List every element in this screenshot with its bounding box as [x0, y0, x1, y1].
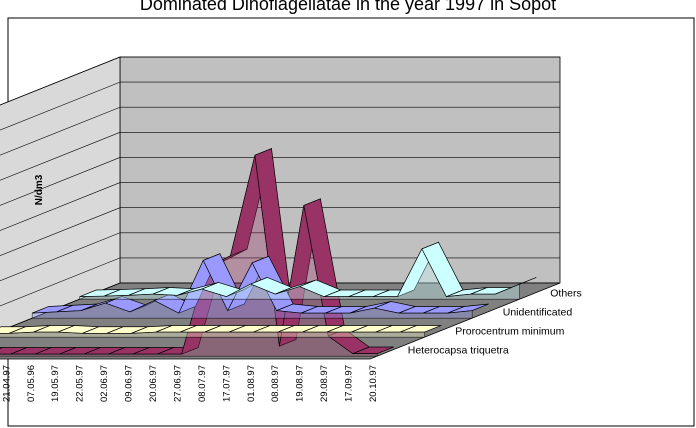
x-tick-label: 17.07.97: [221, 365, 232, 402]
gridline-side: [0, 232, 121, 282]
x-tick-label: 17.09.97: [344, 365, 355, 402]
x-tick-label: 19.05.97: [50, 365, 61, 402]
x-tick-label: 19.08.97: [295, 365, 306, 402]
series-curtain: [0, 331, 425, 338]
x-tick-label: 09.06.97: [124, 365, 135, 402]
gridline-side: [0, 207, 121, 256]
series-curtain: [79, 248, 520, 300]
x-tick-label: 01.08.97: [246, 365, 257, 402]
back-wall: [119, 56, 561, 284]
x-tick-label: 07.05.96: [26, 365, 37, 402]
y-axis-title: N/dm3: [34, 174, 45, 205]
x-tick-label: 27.06.97: [172, 365, 183, 402]
chart-title: Dominated Dinoflagellatae in the year 19…: [139, 0, 557, 14]
series-label: Others: [550, 288, 582, 300]
x-tick-label: 20.06.97: [148, 365, 159, 402]
gridline-side: [0, 157, 121, 206]
series-label: Heterocapsa triquetra: [408, 345, 509, 357]
x-tick-label: 02.06.97: [99, 365, 110, 402]
x-tick-label: 21.04.97: [1, 365, 12, 402]
gridline-side: [0, 81, 121, 131]
gridline-side: [0, 182, 121, 231]
x-tick-label: 22.05.97: [75, 365, 86, 402]
gridline-side: [0, 257, 121, 307]
x-tick-label: 08.07.97: [197, 365, 208, 402]
x-tick-label: 29.08.97: [319, 365, 330, 402]
gridline-side: [0, 106, 121, 156]
series-label: Unidentificated: [503, 307, 573, 319]
gridline-side: [0, 56, 121, 106]
gridline-side: [0, 132, 121, 181]
series-label: Prorocentrum minimum: [455, 326, 564, 338]
x-tick-label: 20.10.97: [368, 365, 379, 402]
series-curtain: [31, 259, 473, 319]
series-curtain: [0, 155, 378, 357]
x-tick-label: 08.08.97: [270, 365, 281, 402]
